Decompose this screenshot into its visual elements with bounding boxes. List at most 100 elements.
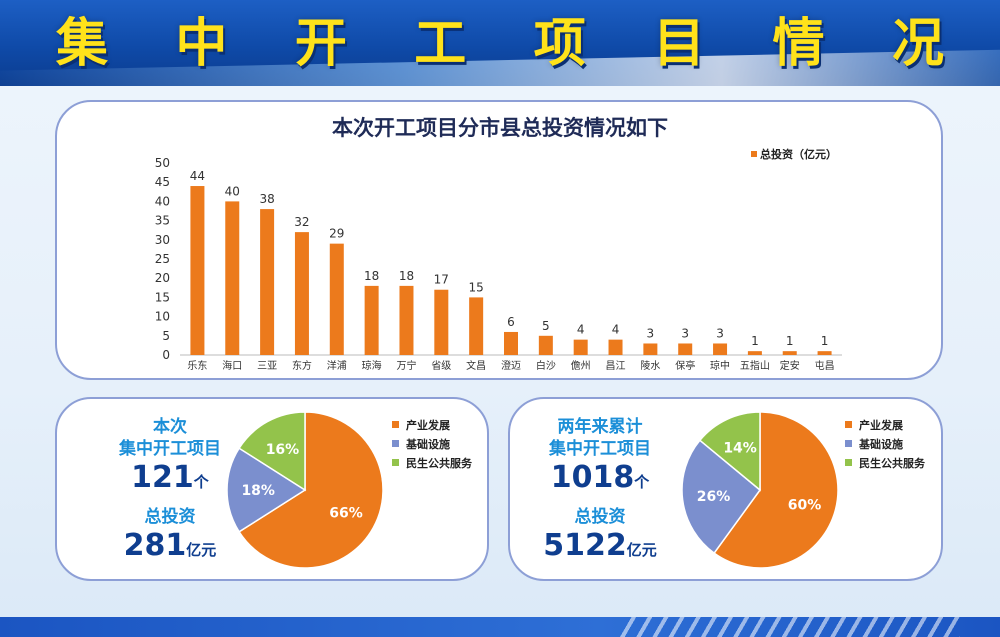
legend-label: 民生公共服务 — [406, 456, 472, 470]
legend-item: 民生公共服务 — [392, 453, 472, 472]
y-tick-label: 50 — [155, 156, 170, 170]
right-invest-label: 总投资 — [574, 507, 626, 527]
left-invest-value: 281 — [123, 528, 187, 563]
right-invest-value: 5122 — [543, 528, 627, 563]
legend-swatch-industry — [845, 421, 852, 428]
pie-slice — [238, 411, 384, 569]
data-label: 1 — [786, 334, 794, 348]
y-tick-label: 20 — [155, 271, 170, 285]
right-stats: 两年来累计 集中开工项目 1018个 总投资 5122亿元 — [500, 416, 700, 568]
legend-item: 产业发展 — [392, 415, 472, 434]
bar — [190, 186, 205, 355]
bar — [538, 335, 553, 355]
pie-slice — [226, 447, 307, 533]
pie-slice — [681, 439, 762, 555]
pie-slice — [698, 411, 761, 492]
data-label: 40 — [225, 184, 240, 198]
y-tick-label: 25 — [155, 252, 170, 266]
x-tick-label: 海口 — [222, 359, 242, 372]
x-tick-label: 五指山 — [740, 359, 770, 372]
right-count-value: 1018 — [550, 460, 635, 495]
data-label: 6 — [507, 315, 515, 329]
legend-label: 产业发展 — [859, 418, 903, 432]
y-tick-label: 10 — [155, 310, 170, 324]
bar — [782, 351, 797, 355]
x-tick-label: 乐东 — [187, 359, 207, 372]
right-stat-title-1: 两年来累计 — [557, 417, 643, 437]
x-tick-label: 洋浦 — [327, 359, 347, 372]
title-banner: 集中开工项目情况 — [0, 0, 1000, 86]
y-tick-label: 35 — [155, 214, 170, 228]
left-invest-amount: 281亿元 — [70, 528, 270, 568]
x-tick-label: 文昌 — [466, 359, 486, 372]
data-label: 1 — [821, 334, 829, 348]
left-stat-title-1: 本次 — [153, 417, 187, 437]
bar — [329, 243, 344, 355]
left-count-value: 121 — [131, 460, 194, 495]
data-label: 3 — [716, 326, 724, 340]
banner-title-char: 况 — [891, 14, 944, 74]
x-tick-label: 白沙 — [536, 359, 556, 372]
x-tick-label: 省级 — [431, 359, 451, 372]
x-tick-label: 琼中 — [710, 359, 730, 372]
left-invest-unit: 亿元 — [186, 541, 217, 559]
x-tick-label: 澄迈 — [501, 359, 521, 372]
legend-swatch-public-service — [392, 459, 399, 466]
data-label: 3 — [681, 326, 689, 340]
legend-item: 产业发展 — [845, 415, 925, 434]
pie-value-label: 14% — [723, 441, 757, 457]
y-tick-label: 15 — [155, 290, 170, 304]
x-tick-label: 保亭 — [675, 359, 695, 372]
y-tick-label: 30 — [155, 233, 170, 247]
x-tick-label: 陵水 — [640, 360, 660, 372]
legend-swatch — [751, 151, 757, 157]
legend-swatch-infrastructure — [845, 440, 852, 447]
banner-title-char: 项 — [533, 14, 586, 74]
banner-title-char: 集 — [56, 14, 109, 74]
legend-swatch-infrastructure — [392, 440, 399, 447]
data-label: 3 — [647, 326, 655, 340]
left-pie-chart: 66% 18% 16% — [226, 411, 384, 569]
bar — [678, 343, 693, 355]
legend-swatch-public-service — [845, 459, 852, 466]
x-tick-label: 东方 — [292, 359, 312, 372]
legend-label: 民生公共服务 — [859, 456, 925, 470]
bar — [469, 297, 484, 355]
banner-title-char: 目 — [653, 14, 706, 74]
bar — [364, 285, 379, 355]
x-tick-label: 万宁 — [396, 359, 416, 372]
pie-slice — [238, 411, 306, 492]
right-invest-unit: 亿元 — [626, 541, 657, 559]
data-label: 17 — [434, 273, 449, 287]
bar — [504, 331, 518, 355]
left-count-unit: 个 — [193, 473, 209, 491]
data-label: 5 — [542, 319, 550, 333]
left-pie-legend: 产业发展 基础设施 民生公共服务 — [392, 415, 472, 472]
y-tick-label: 45 — [155, 175, 170, 189]
legend-swatch-industry — [392, 421, 399, 428]
data-label: 44 — [190, 169, 205, 183]
right-stat-title-2: 集中开工项目 — [549, 439, 651, 459]
x-tick-label: 屯昌 — [815, 359, 835, 372]
legend-item: 基础设施 — [845, 434, 925, 453]
pie-value-label: 66% — [329, 506, 363, 522]
banner-title: 集中开工项目情况 — [0, 4, 1000, 84]
banner-title-char: 中 — [175, 14, 228, 74]
x-tick-label: 定安 — [780, 359, 800, 372]
pie-value-label: 18% — [241, 483, 275, 499]
legend-label: 基础设施 — [406, 437, 450, 451]
legend-label: 基础设施 — [859, 437, 903, 451]
left-invest-label: 总投资 — [144, 507, 196, 527]
data-label: 1 — [751, 334, 759, 348]
banner-title-char: 情 — [772, 14, 825, 74]
bar — [399, 285, 414, 355]
y-tick-label: 0 — [162, 348, 170, 362]
right-pie-chart: 60% 26% 14% — [681, 411, 839, 569]
data-label: 4 — [577, 323, 585, 337]
legend-label: 总投资（亿元） — [760, 147, 837, 161]
bar — [643, 343, 658, 355]
legend-label: 产业发展 — [406, 418, 450, 432]
bar — [260, 209, 275, 355]
y-tick-label: 40 — [155, 194, 170, 208]
bar — [573, 339, 588, 355]
